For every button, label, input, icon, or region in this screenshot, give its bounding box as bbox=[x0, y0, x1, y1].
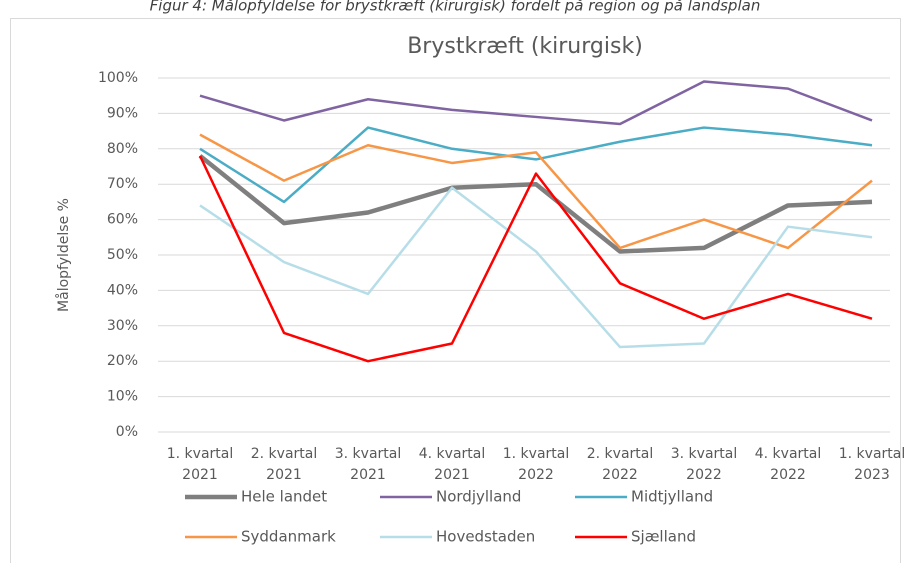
y-tick-label: 30% bbox=[107, 318, 138, 334]
x-tick-label: 4. kvartal 2022 bbox=[755, 446, 822, 483]
y-tick-label: 80% bbox=[107, 141, 138, 157]
legend-label: Hele landet bbox=[241, 488, 327, 506]
caption: Figur 4: Målopfyldelse for brystkræft (k… bbox=[150, 0, 761, 15]
series-line bbox=[198, 155, 873, 363]
y-axis-label: Målopfyldelse % bbox=[55, 198, 72, 312]
x-tick-label: 2. kvartal 2021 bbox=[251, 446, 318, 483]
y-tick-label: 90% bbox=[107, 105, 138, 121]
y-tick-label: 0% bbox=[116, 424, 138, 440]
y-tick-label: 100% bbox=[98, 70, 138, 86]
series-line bbox=[198, 154, 873, 254]
series-line bbox=[199, 133, 873, 250]
y-tick-label: 60% bbox=[107, 212, 138, 228]
chart-border bbox=[10, 18, 901, 563]
x-tick-label: 3. kvartal 2022 bbox=[671, 446, 738, 483]
legend-label: Syddanmark bbox=[241, 528, 336, 546]
legend-label: Nordjylland bbox=[436, 488, 521, 506]
x-tick-label: 1. kvartal 2021 bbox=[167, 446, 234, 483]
legend-label: Midtjylland bbox=[631, 488, 713, 506]
x-tick-label: 2. kvartal 2022 bbox=[587, 446, 654, 483]
y-tick-label: 20% bbox=[107, 353, 138, 369]
legend-label: Hovedstaden bbox=[436, 528, 535, 546]
x-tick-label: 4. kvartal 2021 bbox=[419, 446, 486, 483]
x-tick-label: 3. kvartal 2021 bbox=[335, 446, 402, 483]
y-tick-label: 40% bbox=[107, 282, 138, 298]
series-line bbox=[199, 80, 873, 126]
y-tick-label: 10% bbox=[107, 389, 138, 405]
chart-title: Brystkræft (kirurgisk) bbox=[407, 34, 643, 59]
series-line bbox=[199, 186, 873, 349]
y-tick-label: 50% bbox=[107, 247, 138, 263]
x-tick-label: 1. kvartal 2022 bbox=[503, 446, 570, 483]
legend-label: Sjælland bbox=[631, 528, 696, 546]
x-tick-label: 1. kvartal 2023 bbox=[839, 446, 906, 483]
y-tick-label: 70% bbox=[107, 176, 138, 192]
series-line bbox=[199, 126, 873, 204]
